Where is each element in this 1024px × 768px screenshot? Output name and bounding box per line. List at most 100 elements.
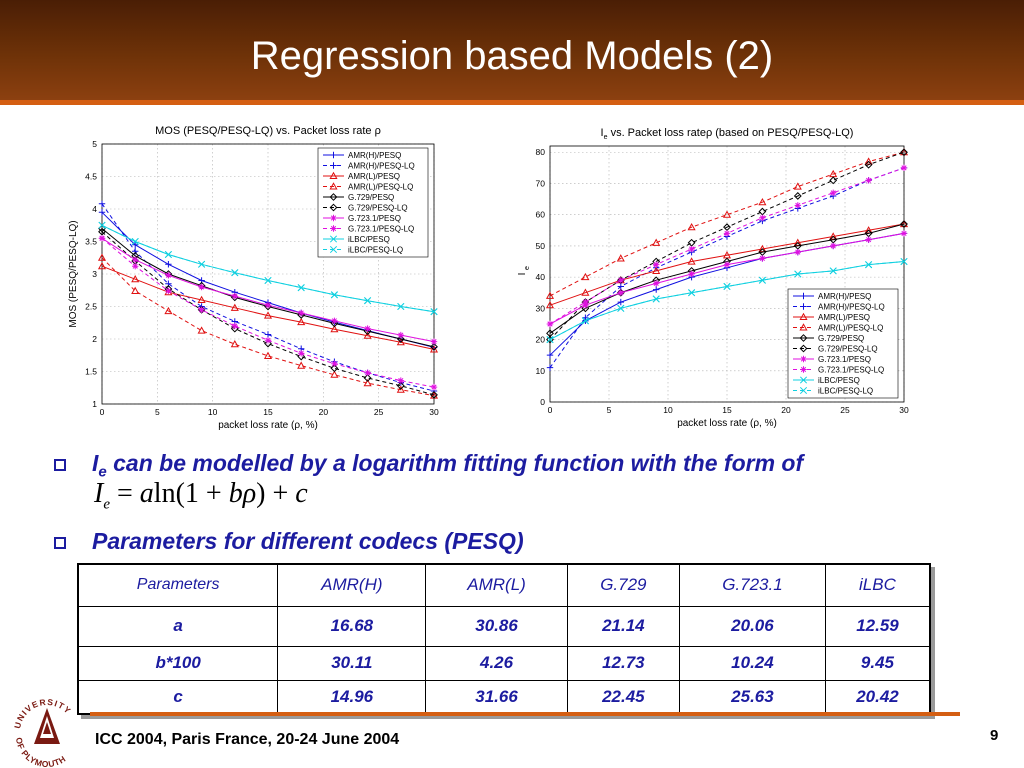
data-point <box>799 334 808 342</box>
x-tick-label: 0 <box>548 405 553 415</box>
bullet-1-subscript: e <box>98 463 107 481</box>
data-point <box>800 303 807 310</box>
data-point <box>263 351 273 359</box>
header-cell: Parameters <box>77 563 279 607</box>
table-cell: 12.59 <box>824 605 931 647</box>
ie-chart: 0 5 10 15 20 25 30 0 10 20 30 40 50 60 70 80 packet loss… <box>517 127 909 429</box>
data-point <box>397 331 404 339</box>
data-point <box>687 222 696 231</box>
title-bar: Regression based Models (2) <box>0 0 1024 100</box>
data-point <box>264 302 272 309</box>
table-cell: 20.42 <box>824 679 931 715</box>
data-point <box>230 303 239 311</box>
legend-entry: G.723.1/PESQ <box>818 355 871 364</box>
data-point <box>98 235 106 242</box>
legend-entry: AMR(H)/PESQ-LQ <box>348 162 415 171</box>
bullet-square-icon <box>54 537 66 549</box>
data-point <box>799 344 808 353</box>
y-tick-label: 60 <box>536 210 546 220</box>
data-point <box>131 274 140 283</box>
formula-b: b <box>228 478 243 509</box>
data-point <box>329 171 338 180</box>
table-cell: 10.24 <box>678 645 826 681</box>
data-point <box>330 325 339 333</box>
legend-entry: G.723.1/PESQ <box>348 214 401 223</box>
data-point <box>364 369 371 376</box>
data-point <box>546 351 554 359</box>
data-point <box>759 214 766 222</box>
x-tick-label: 30 <box>429 407 439 417</box>
data-point <box>396 385 405 393</box>
y-tick-label: 0 <box>540 397 545 407</box>
data-point <box>830 189 837 197</box>
series <box>546 148 908 344</box>
data-point <box>799 312 808 321</box>
series <box>546 230 908 328</box>
data-point <box>430 342 438 351</box>
series-line <box>549 151 905 297</box>
data-point <box>330 151 337 159</box>
data-point <box>829 176 838 185</box>
data-point <box>264 276 272 285</box>
data-point <box>298 350 305 357</box>
legend-entry: AMR(L)/PESQ <box>348 172 400 181</box>
data-point <box>297 284 305 292</box>
legend-entry: iLBC/PESQ-LQ <box>348 246 403 255</box>
formula-lhs: I <box>94 478 104 509</box>
data-point <box>329 182 338 190</box>
bullet-1-symbol: I <box>92 450 99 476</box>
table-row: c 14.96 31.66 22.45 25.63 20.42 <box>77 679 931 715</box>
series <box>98 235 438 391</box>
chart-title: Ie vs. Packet loss rateρ (based on PESQ/… <box>601 127 854 141</box>
x-tick-label: 0 <box>100 407 105 417</box>
legend-entry: AMR(H)/PESQ-LQ <box>818 303 885 312</box>
table-cell: b*100 <box>77 645 279 681</box>
series <box>97 261 439 353</box>
bullet-2-text: Parameters for different codecs (PESQ) <box>92 528 524 554</box>
data-point <box>131 286 140 294</box>
data-point <box>546 336 554 344</box>
data-point <box>581 288 590 296</box>
data-point <box>545 291 555 299</box>
data-point <box>688 270 695 278</box>
table-cell: 21.14 <box>566 605 680 647</box>
data-point <box>617 283 624 290</box>
data-point <box>165 287 172 295</box>
data-point <box>132 241 139 248</box>
data-point <box>430 308 438 316</box>
data-point <box>546 320 554 328</box>
legend-entry: iLBC/PESQ <box>818 376 860 385</box>
y-tick-label: 10 <box>536 366 546 376</box>
title-divider <box>0 100 1024 105</box>
table-cell: 12.73 <box>566 645 680 681</box>
data-point <box>331 317 338 324</box>
data-point <box>165 272 172 279</box>
data-point <box>329 245 338 254</box>
data-point <box>330 225 337 232</box>
x-tick-label: 30 <box>899 405 909 415</box>
bullet-square-icon <box>54 459 66 471</box>
y-axis-label-sub: e <box>524 266 531 270</box>
data-point <box>132 248 139 255</box>
formula-equals: = <box>117 478 133 509</box>
data-point <box>164 250 172 259</box>
data-point <box>900 164 908 172</box>
table-cell: 14.96 <box>277 679 427 715</box>
data-point <box>617 289 624 296</box>
data-point <box>900 230 908 237</box>
data-point <box>799 323 808 331</box>
table-cell: 4.26 <box>425 645 568 681</box>
legend-entry: G.723.1/PESQ-LQ <box>348 225 414 234</box>
x-tick-label: 5 <box>607 405 612 415</box>
parameters-table: Parameters AMR(H) AMR(L) G.729 G.723.1 i… <box>77 563 931 715</box>
x-tick-label: 25 <box>840 405 850 415</box>
series <box>546 164 908 328</box>
data-point <box>396 381 405 390</box>
y-tick-label: 80 <box>536 147 546 157</box>
data-point <box>830 242 837 250</box>
legend-entry: AMR(L)/PESQ <box>818 313 870 322</box>
data-point <box>264 331 272 338</box>
data-point <box>546 364 554 371</box>
data-point <box>545 300 555 309</box>
mos-chart: 0 5 10 15 20 25 30 1 1.5 2 2.5 3 3.5 4 4.5 5 packet loss… <box>68 125 439 431</box>
